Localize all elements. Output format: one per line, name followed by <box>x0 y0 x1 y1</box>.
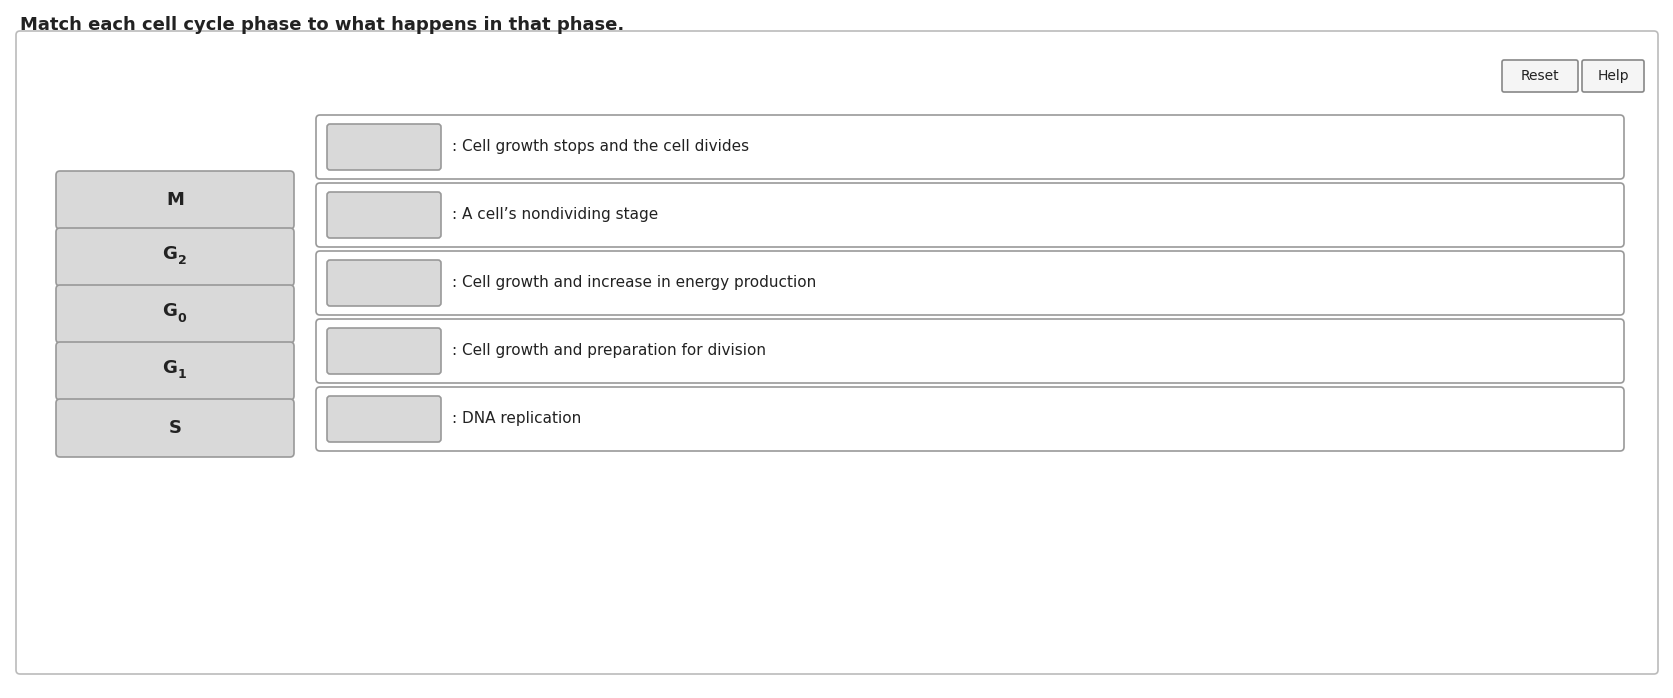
FancyBboxPatch shape <box>316 387 1623 451</box>
FancyBboxPatch shape <box>316 183 1623 247</box>
FancyBboxPatch shape <box>326 396 440 442</box>
FancyBboxPatch shape <box>326 124 440 170</box>
FancyBboxPatch shape <box>316 251 1623 315</box>
FancyBboxPatch shape <box>55 285 294 343</box>
FancyBboxPatch shape <box>316 319 1623 383</box>
Text: M: M <box>166 191 184 209</box>
Text: G: G <box>162 359 177 377</box>
Text: Help: Help <box>1596 69 1628 83</box>
Text: : A cell’s nondividing stage: : A cell’s nondividing stage <box>452 207 657 223</box>
FancyBboxPatch shape <box>55 171 294 229</box>
FancyBboxPatch shape <box>326 328 440 374</box>
Text: : Cell growth stops and the cell divides: : Cell growth stops and the cell divides <box>452 140 750 154</box>
FancyBboxPatch shape <box>55 399 294 457</box>
Text: Reset: Reset <box>1519 69 1558 83</box>
FancyBboxPatch shape <box>1581 60 1643 92</box>
Text: G: G <box>162 245 177 263</box>
Text: : Cell growth and preparation for division: : Cell growth and preparation for divisi… <box>452 343 766 359</box>
Text: : Cell growth and increase in energy production: : Cell growth and increase in energy pro… <box>452 276 816 290</box>
FancyBboxPatch shape <box>17 31 1656 674</box>
Text: : DNA replication: : DNA replication <box>452 412 581 426</box>
FancyBboxPatch shape <box>1501 60 1578 92</box>
FancyBboxPatch shape <box>55 228 294 286</box>
Text: Match each cell cycle phase to what happens in that phase.: Match each cell cycle phase to what happ… <box>20 16 624 34</box>
Text: 0: 0 <box>177 311 186 325</box>
Text: 2: 2 <box>177 255 186 267</box>
FancyBboxPatch shape <box>326 260 440 306</box>
FancyBboxPatch shape <box>55 342 294 400</box>
Text: G: G <box>162 302 177 320</box>
Text: S: S <box>169 419 181 437</box>
FancyBboxPatch shape <box>326 192 440 238</box>
Text: 1: 1 <box>177 369 186 382</box>
FancyBboxPatch shape <box>316 115 1623 179</box>
